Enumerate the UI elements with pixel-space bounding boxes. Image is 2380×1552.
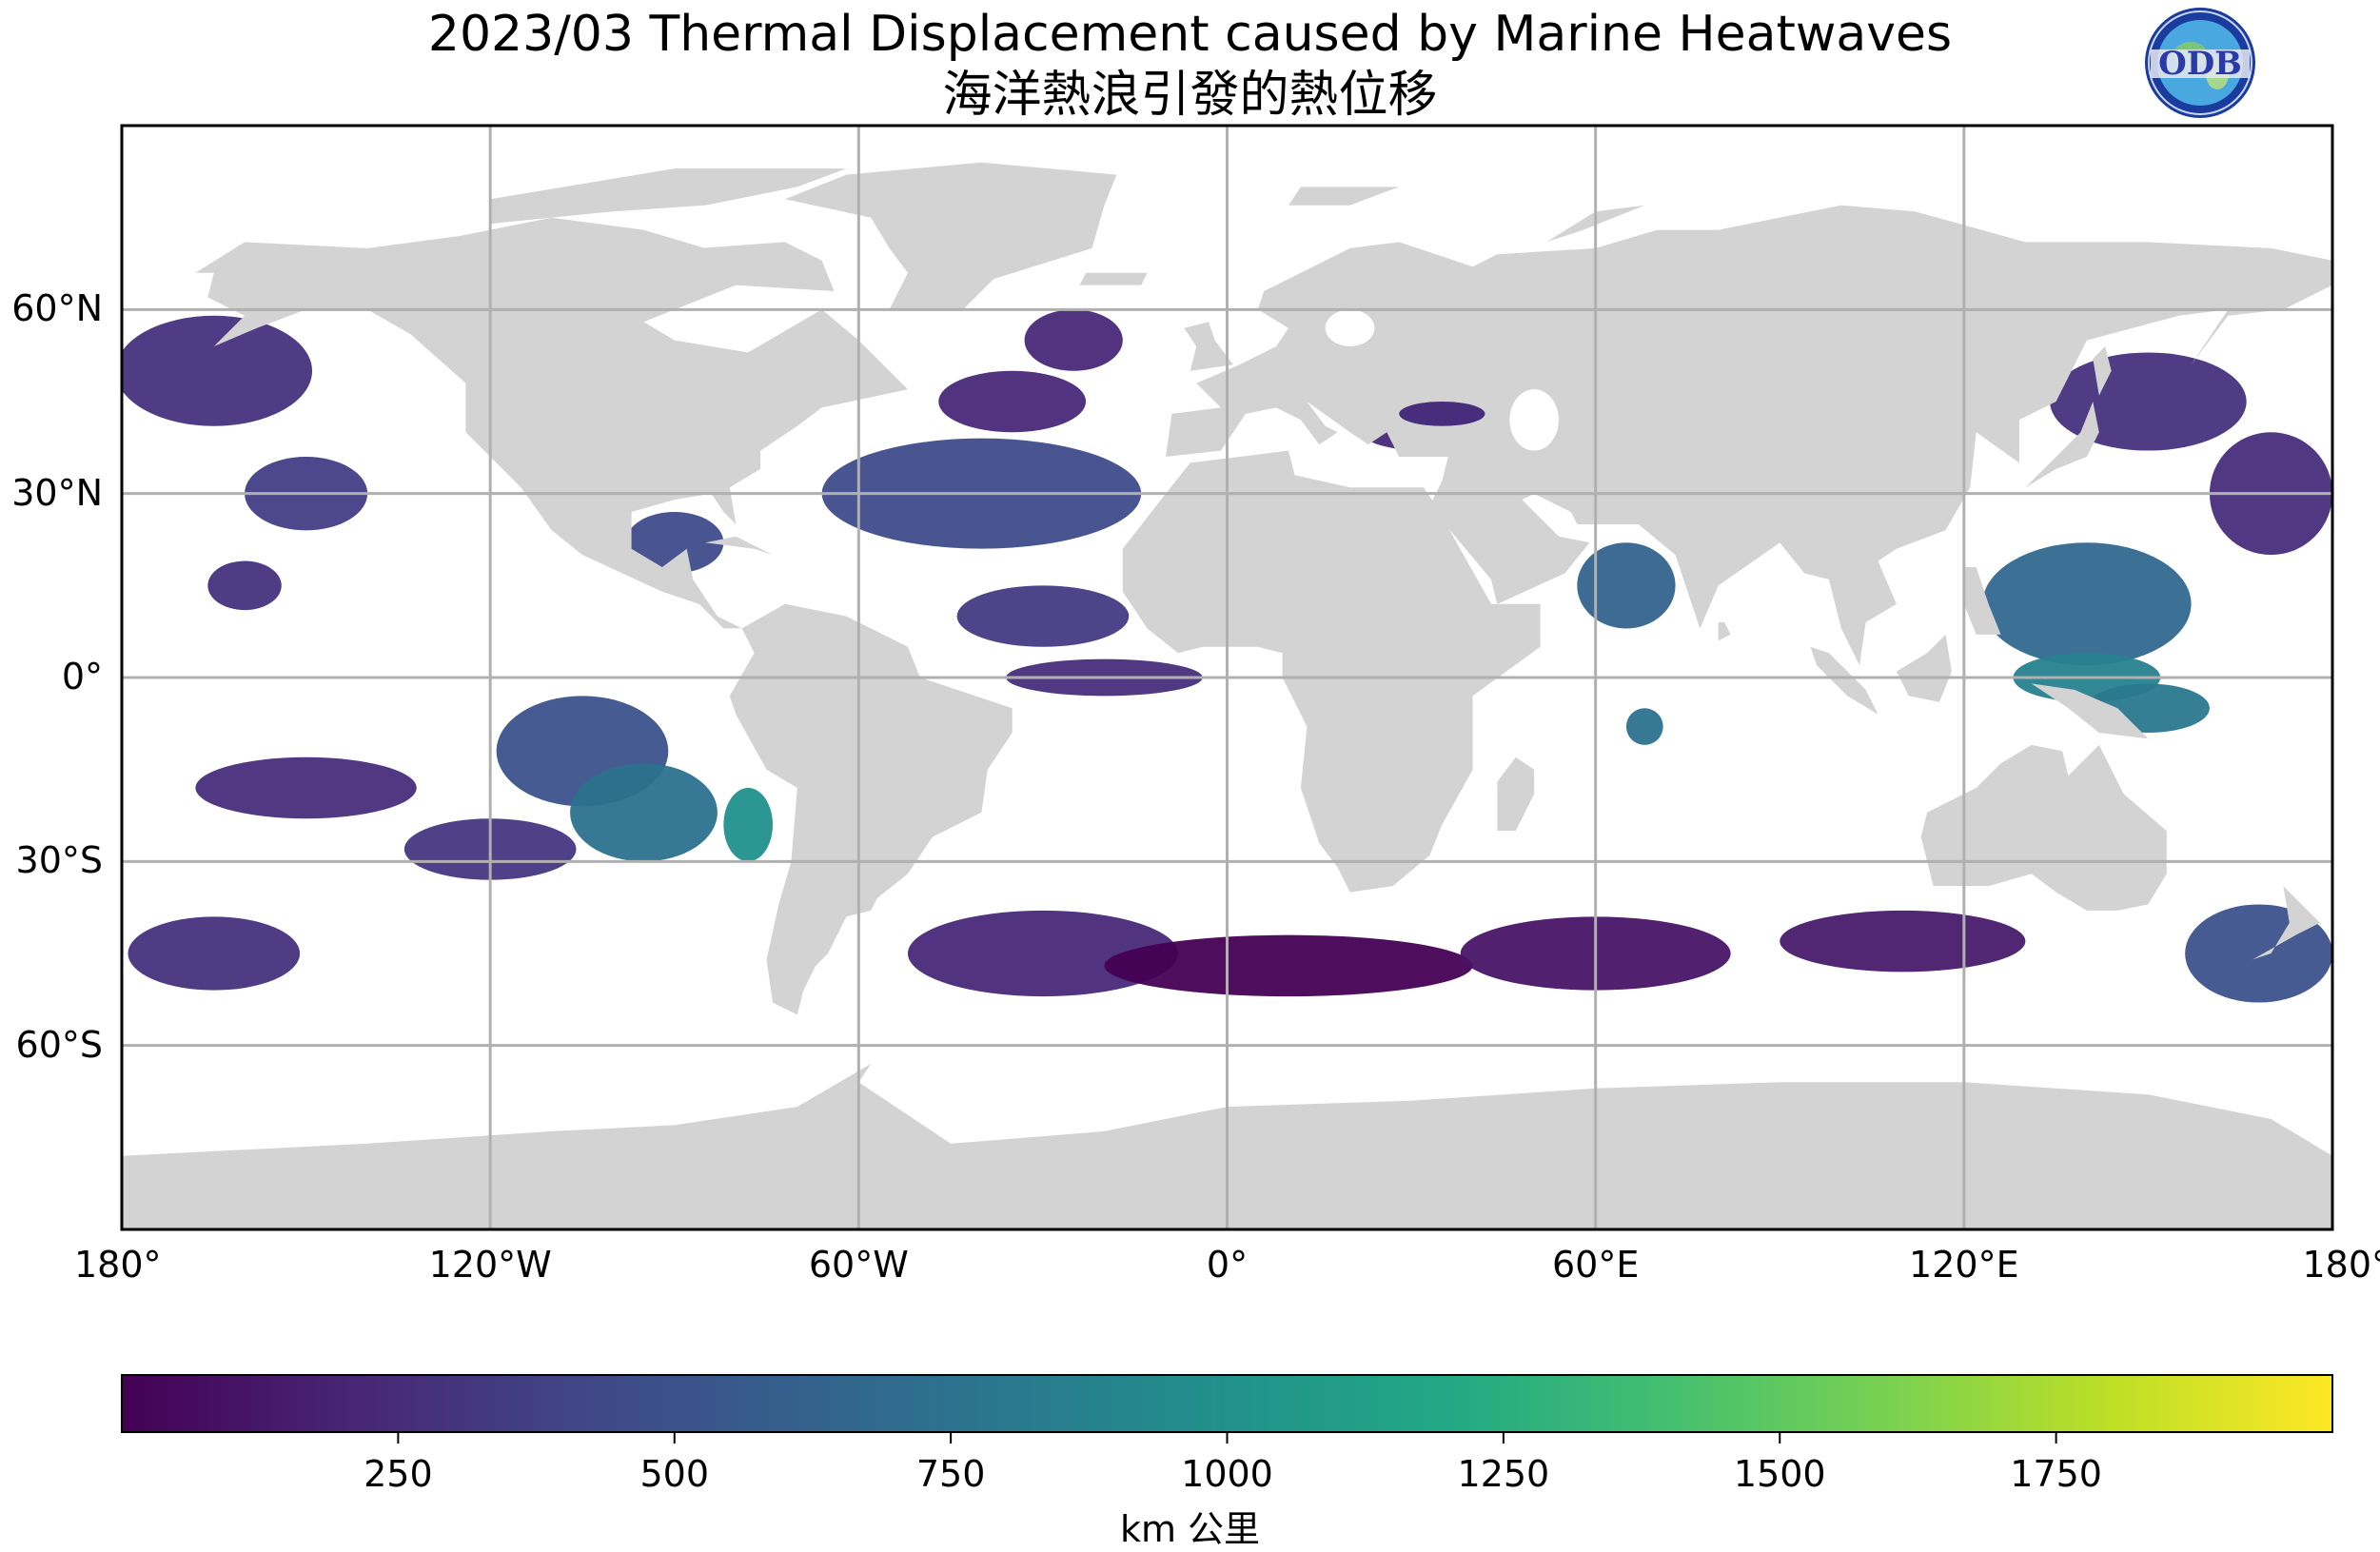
colorbar-tick-label: 750 (915, 1453, 986, 1495)
colorbar (121, 1374, 2333, 1433)
black-sea (1399, 402, 1485, 426)
gridlines (122, 126, 2332, 1229)
heat-patch (207, 560, 282, 611)
land-sumatra (1810, 646, 1878, 715)
land-north-america (195, 217, 908, 629)
land-madagascar (1497, 756, 1535, 832)
heat-patch (1104, 934, 1473, 997)
inland-water (1325, 309, 1375, 346)
land-australia (1920, 744, 2167, 911)
land-philippines (1963, 567, 2001, 635)
heat-patch (956, 585, 1130, 647)
land-sakhalin (2093, 346, 2112, 396)
land-new-guinea (2031, 683, 2149, 739)
odb-logo: ODB (2145, 8, 2255, 118)
y-tick-label: 30°S (15, 839, 103, 882)
land-sri-lanka (1718, 622, 1731, 641)
x-tick-label: 180° (74, 1244, 162, 1286)
colorbar-tick-label: 1000 (1181, 1453, 1273, 1495)
y-tick-label: 60°N (11, 287, 103, 330)
heat-patch (1577, 542, 1676, 629)
colorbar-tick-label: 1750 (2010, 1453, 2102, 1495)
land-eurasia (1166, 205, 2332, 666)
y-tick-label: 0° (61, 656, 103, 697)
heat-patch (723, 788, 773, 862)
land-svalbard (1288, 187, 1400, 206)
y-tick-label: 60°S (15, 1023, 103, 1066)
x-tick-label: 120°E (1909, 1244, 2019, 1286)
land-cuba (705, 536, 773, 556)
heat-patch (1625, 708, 1663, 745)
colorbar-label: km 公里 (1119, 1508, 1261, 1550)
colorbar-tick-label: 1250 (1457, 1453, 1550, 1495)
land-uk (1184, 322, 1233, 371)
heatwave-displacement-layer (122, 309, 2332, 1003)
heat-patch (1780, 910, 2026, 972)
heat-patch (625, 512, 724, 574)
map-frame (120, 124, 2334, 1231)
heat-patch (128, 916, 301, 991)
land-south-america (729, 603, 1013, 1015)
colorbar-tick-label: 1500 (1733, 1453, 1826, 1495)
chart-subtitle: 海洋熱浪引發的熱位移 (942, 67, 1438, 124)
x-tick-label: 0° (1206, 1244, 1249, 1286)
heat-patch (195, 756, 417, 819)
heat-patch (122, 315, 313, 426)
heat-patch (938, 370, 1087, 433)
land-baffin (698, 242, 835, 291)
heat-patch (1982, 542, 2192, 666)
y-tick-label: 30°N (11, 471, 103, 514)
heat-patch (1024, 309, 1123, 371)
land-canadian-islands (490, 168, 847, 225)
land-greenland (784, 162, 1117, 310)
x-tick-label: 60°E (1551, 1244, 1640, 1286)
land-indonesia-borneo (1896, 634, 1952, 702)
inland-water (1509, 389, 1559, 451)
colorbar-tick-label: 250 (364, 1453, 433, 1495)
colorbar-tick-label: 500 (639, 1453, 710, 1495)
chart-title: 2023/03 Thermal Displacement caused by M… (427, 6, 1953, 63)
x-tick-label: 180° (2302, 1244, 2380, 1286)
heat-patch (570, 763, 718, 862)
svg-text:ODB: ODB (2158, 45, 2242, 83)
x-tick-label: 60°W (808, 1244, 909, 1286)
land-japan (2025, 402, 2099, 488)
x-tick-label: 120°W (428, 1244, 552, 1286)
land-arabia-ext (1429, 444, 1780, 629)
land-iceland (1079, 272, 1148, 285)
colorbar-ticks (397, 1432, 2057, 1444)
heat-patch (907, 910, 1178, 997)
land-new-zealand (2252, 886, 2321, 960)
